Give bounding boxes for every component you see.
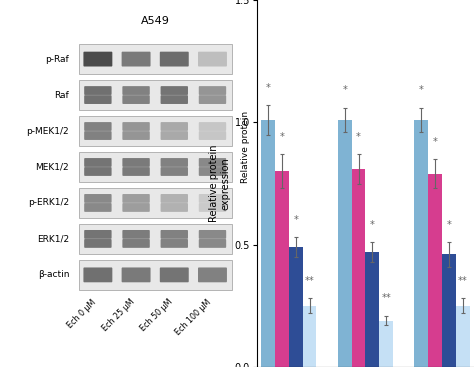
- FancyBboxPatch shape: [161, 158, 188, 167]
- FancyBboxPatch shape: [83, 268, 112, 282]
- FancyBboxPatch shape: [199, 95, 226, 104]
- FancyBboxPatch shape: [122, 167, 150, 176]
- Bar: [289, 247, 303, 367]
- FancyBboxPatch shape: [160, 52, 189, 66]
- FancyBboxPatch shape: [83, 52, 112, 66]
- Bar: [79, 80, 232, 110]
- FancyBboxPatch shape: [84, 95, 111, 104]
- FancyBboxPatch shape: [122, 268, 151, 282]
- Bar: [303, 306, 317, 367]
- Text: *: *: [293, 215, 298, 225]
- Bar: [79, 260, 232, 290]
- Text: Relative protein: Relative protein: [241, 111, 250, 183]
- FancyBboxPatch shape: [161, 194, 188, 203]
- Text: Ech 25 μM: Ech 25 μM: [100, 298, 136, 334]
- FancyBboxPatch shape: [199, 158, 226, 167]
- Bar: [365, 252, 379, 367]
- FancyBboxPatch shape: [122, 239, 150, 248]
- Text: p-MEK1/2: p-MEK1/2: [27, 127, 69, 135]
- FancyBboxPatch shape: [84, 122, 111, 131]
- FancyBboxPatch shape: [84, 158, 111, 167]
- FancyBboxPatch shape: [161, 131, 188, 140]
- Bar: [414, 120, 428, 367]
- FancyBboxPatch shape: [199, 131, 226, 140]
- FancyBboxPatch shape: [84, 239, 111, 248]
- FancyBboxPatch shape: [122, 52, 151, 66]
- Bar: [79, 152, 232, 182]
- FancyBboxPatch shape: [84, 131, 111, 140]
- FancyBboxPatch shape: [161, 167, 188, 176]
- Text: **: **: [305, 276, 314, 286]
- Bar: [352, 169, 365, 367]
- Text: *: *: [356, 132, 361, 142]
- Text: ERK1/2: ERK1/2: [37, 235, 69, 243]
- Bar: [442, 254, 456, 367]
- Text: **: **: [458, 276, 468, 286]
- FancyBboxPatch shape: [199, 239, 226, 248]
- Text: A549: A549: [141, 16, 170, 26]
- FancyBboxPatch shape: [198, 52, 227, 66]
- Text: *: *: [419, 86, 424, 95]
- Bar: [338, 120, 352, 367]
- FancyBboxPatch shape: [199, 194, 226, 203]
- FancyBboxPatch shape: [122, 230, 150, 239]
- FancyBboxPatch shape: [122, 122, 150, 131]
- Bar: [456, 306, 470, 367]
- FancyBboxPatch shape: [84, 167, 111, 176]
- FancyBboxPatch shape: [199, 86, 226, 95]
- FancyBboxPatch shape: [84, 230, 111, 239]
- Bar: [79, 224, 232, 254]
- Bar: [79, 44, 232, 74]
- Bar: [275, 171, 289, 367]
- FancyBboxPatch shape: [122, 194, 150, 203]
- Text: Ech 100 μM: Ech 100 μM: [173, 298, 212, 337]
- FancyBboxPatch shape: [122, 158, 150, 167]
- FancyBboxPatch shape: [122, 203, 150, 212]
- Bar: [79, 116, 232, 146]
- FancyBboxPatch shape: [199, 167, 226, 176]
- FancyBboxPatch shape: [122, 131, 150, 140]
- FancyBboxPatch shape: [122, 95, 150, 104]
- FancyBboxPatch shape: [84, 194, 111, 203]
- FancyBboxPatch shape: [199, 122, 226, 131]
- Text: *: *: [342, 86, 347, 95]
- Bar: [428, 174, 442, 367]
- Text: p-ERK1/2: p-ERK1/2: [28, 199, 69, 207]
- FancyBboxPatch shape: [84, 86, 111, 95]
- Text: *: *: [370, 220, 375, 230]
- Text: *: *: [447, 220, 452, 230]
- FancyBboxPatch shape: [161, 86, 188, 95]
- Text: Ech 0 μM: Ech 0 μM: [66, 298, 98, 330]
- FancyBboxPatch shape: [198, 268, 227, 282]
- Text: β-actin: β-actin: [38, 270, 69, 279]
- FancyBboxPatch shape: [161, 239, 188, 248]
- Text: **: **: [382, 293, 391, 304]
- FancyBboxPatch shape: [122, 86, 150, 95]
- Text: *: *: [280, 132, 284, 142]
- FancyBboxPatch shape: [161, 95, 188, 104]
- Bar: [79, 188, 232, 218]
- FancyBboxPatch shape: [199, 230, 226, 239]
- Bar: [261, 120, 275, 367]
- FancyBboxPatch shape: [161, 230, 188, 239]
- Text: Raf: Raf: [55, 91, 69, 99]
- FancyBboxPatch shape: [160, 268, 189, 282]
- Y-axis label: Relative protein
expression: Relative protein expression: [209, 145, 230, 222]
- FancyBboxPatch shape: [199, 203, 226, 212]
- FancyBboxPatch shape: [161, 203, 188, 212]
- Bar: [379, 320, 393, 367]
- Text: Ech 50 μM: Ech 50 μM: [138, 298, 174, 333]
- Text: MEK1/2: MEK1/2: [36, 163, 69, 171]
- Text: *: *: [265, 83, 271, 93]
- Text: *: *: [433, 137, 438, 147]
- Text: p-Raf: p-Raf: [46, 55, 69, 63]
- FancyBboxPatch shape: [161, 122, 188, 131]
- FancyBboxPatch shape: [84, 203, 111, 212]
